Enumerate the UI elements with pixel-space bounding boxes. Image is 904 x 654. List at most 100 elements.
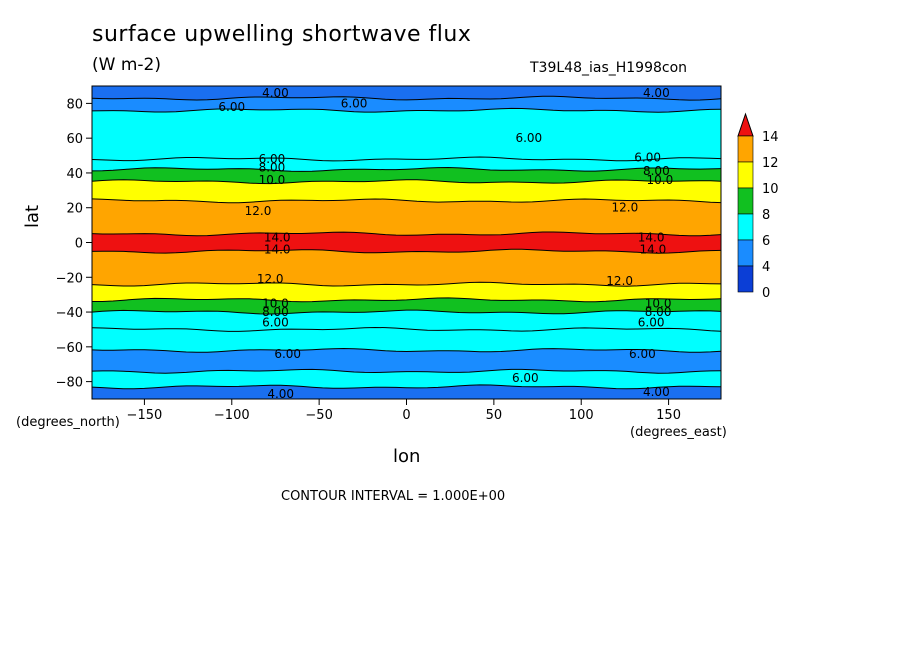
contour-label: 10.0 bbox=[645, 296, 672, 310]
colorbar: 14 12 10 8 6 4 0 bbox=[737, 112, 779, 301]
y-tick-label: 20 bbox=[66, 202, 83, 217]
contour-band bbox=[92, 327, 721, 353]
contour-line bbox=[91, 95, 722, 101]
colorbar-swatch bbox=[737, 213, 754, 241]
y-tick-label: 60 bbox=[66, 132, 83, 147]
contour-line bbox=[91, 179, 722, 185]
contour-line bbox=[91, 326, 722, 332]
contour-band bbox=[92, 310, 721, 332]
x-unit-note: (degrees_east) bbox=[630, 425, 727, 440]
contour-label: 4.00 bbox=[267, 387, 294, 401]
contour-band bbox=[92, 348, 721, 374]
contour-label: 12.0 bbox=[612, 201, 639, 215]
contour-line bbox=[91, 309, 722, 315]
y-tick-label: 40 bbox=[66, 167, 83, 182]
colorbar-label: 8 bbox=[762, 208, 770, 223]
x-axis-ticks: −150 −100 −50 0 50 100 150 bbox=[127, 399, 681, 423]
contour-line bbox=[91, 198, 722, 204]
contour-band bbox=[92, 369, 721, 389]
contour-lines bbox=[91, 95, 722, 390]
colorbar-swatch bbox=[737, 135, 754, 163]
contour-interval-note: CONTOUR INTERVAL = 1.000E+00 bbox=[281, 489, 506, 504]
contour-label: 6.00 bbox=[218, 100, 245, 114]
contour-label: 10.0 bbox=[262, 296, 289, 310]
colorbar-label: 10 bbox=[762, 182, 779, 197]
colorbar-swatch bbox=[737, 239, 754, 267]
contour-label: 8.00 bbox=[643, 164, 670, 178]
x-tick-label: −150 bbox=[127, 408, 163, 423]
x-tick-label: −50 bbox=[305, 408, 332, 423]
y-axis-ticks: 80 60 40 20 0 −20 −40 −60 −80 bbox=[56, 97, 92, 391]
contour-label: 8.00 bbox=[645, 305, 672, 319]
contour-line bbox=[91, 368, 722, 374]
colorbar-swatch bbox=[737, 187, 754, 215]
contour-band bbox=[92, 297, 721, 314]
x-tick-label: 150 bbox=[656, 408, 681, 423]
x-tick-label: 100 bbox=[569, 408, 594, 423]
contour-label: 6.00 bbox=[629, 347, 656, 361]
contour-band bbox=[92, 232, 721, 254]
x-tick-label: 0 bbox=[402, 408, 410, 423]
contour-label: 6.00 bbox=[341, 96, 368, 110]
contour-label: 6.00 bbox=[274, 347, 301, 361]
contour-label: 14.0 bbox=[639, 242, 666, 256]
colorbar-arrow bbox=[737, 112, 754, 137]
contour-line bbox=[91, 248, 722, 254]
contour-band bbox=[92, 157, 721, 172]
contour-label: 14.0 bbox=[264, 230, 291, 244]
contour-label: 6.00 bbox=[515, 131, 542, 145]
contour-label: 12.0 bbox=[257, 272, 284, 286]
contour-band bbox=[92, 282, 721, 302]
y-tick-label: −80 bbox=[56, 376, 83, 391]
y-tick-label: −40 bbox=[56, 306, 83, 321]
contour-line bbox=[91, 347, 722, 353]
contour-label: 6.00 bbox=[262, 315, 289, 329]
contour-line bbox=[91, 281, 722, 287]
contour-label: 6.00 bbox=[512, 371, 539, 385]
contour-band bbox=[92, 167, 721, 184]
x-tick-label: −100 bbox=[214, 408, 250, 423]
contour-label: 8.00 bbox=[262, 305, 289, 319]
contour-line bbox=[92, 297, 722, 303]
contour-label: 4.00 bbox=[262, 86, 289, 100]
contour-band bbox=[92, 179, 721, 203]
contour-label: 14.0 bbox=[264, 242, 291, 256]
contour-band bbox=[92, 384, 721, 399]
contour-label: 4.00 bbox=[643, 385, 670, 399]
y-unit-note: (degrees_north) bbox=[16, 415, 120, 430]
contour-band bbox=[92, 108, 721, 161]
contour-label: 10.0 bbox=[259, 173, 286, 187]
contour-label: 8.00 bbox=[259, 161, 286, 175]
contour-label: 14.0 bbox=[638, 230, 665, 244]
contour-line bbox=[91, 384, 722, 390]
contour-line bbox=[91, 166, 722, 172]
colorbar-label: 4 bbox=[762, 260, 770, 275]
colorbar-swatch bbox=[737, 265, 754, 293]
contour-label: 6.00 bbox=[259, 152, 286, 166]
y-tick-label: −60 bbox=[56, 341, 83, 356]
colorbar-label: 14 bbox=[762, 130, 779, 145]
contour-labels: 4.00 4.006.00 6.006.006.006.008.00 8.0010.0… bbox=[218, 86, 673, 401]
y-tick-label: 0 bbox=[75, 237, 83, 252]
filled-contour-bands bbox=[92, 86, 721, 399]
contour-band bbox=[92, 249, 721, 287]
y-tick-label: 80 bbox=[66, 97, 83, 112]
contour-line bbox=[91, 156, 722, 162]
y-tick-label: −20 bbox=[56, 271, 83, 286]
contour-label: 6.00 bbox=[638, 315, 665, 329]
contour-label: 12.0 bbox=[606, 274, 633, 288]
run-name: T39L48_ias_H1998con bbox=[530, 60, 688, 76]
contour-line bbox=[91, 107, 722, 113]
contour-label: 10.0 bbox=[646, 173, 673, 187]
contour-label: 4.00 bbox=[643, 86, 670, 100]
colorbar-label: 12 bbox=[762, 156, 779, 171]
chart-units: (W m-2) bbox=[92, 55, 161, 75]
x-axis-label: lon bbox=[393, 446, 421, 467]
contour-line bbox=[91, 231, 722, 237]
colorbar-label: 6 bbox=[762, 234, 770, 249]
contour-band bbox=[92, 96, 721, 113]
chart-title: surface upwelling shortwave flux bbox=[92, 22, 472, 47]
colorbar-label: 0 bbox=[762, 286, 770, 301]
colorbar-swatch bbox=[737, 161, 754, 189]
